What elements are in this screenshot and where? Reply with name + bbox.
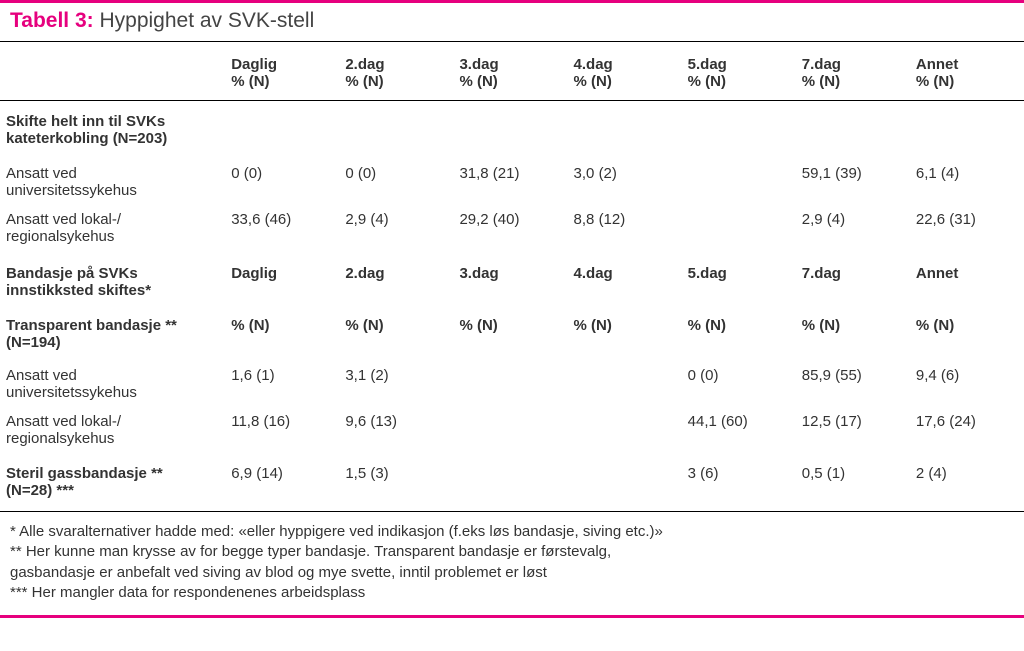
- section-a-label: Skifte helt inn til SVKs kateterkobling …: [0, 107, 225, 153]
- cell: 2,9 (4): [339, 205, 453, 251]
- cell: 11,8 (16): [225, 407, 339, 453]
- cell: 1,5 (3): [339, 459, 453, 512]
- cell: 3,0 (2): [568, 159, 682, 205]
- table-container: Tabell 3: Hyppighet av SVK-stell Daglig%…: [0, 0, 1024, 618]
- cell: 9,4 (6): [910, 361, 1024, 407]
- cell: [453, 459, 567, 512]
- col-header: 5.dag% (N): [682, 42, 796, 101]
- footnote: * Alle svaralternativer hadde med: «elle…: [10, 522, 1014, 542]
- row-label: Ansatt ved lokal-/regionalsykehus: [0, 205, 225, 251]
- cell: [682, 159, 796, 205]
- row-label: Steril gassbandasje **(N=28) ***: [0, 459, 225, 512]
- col-header: Annet% (N): [910, 42, 1024, 101]
- footnote: gasbandasje er anbefalt ved siving av bl…: [10, 563, 1014, 583]
- cell: 33,6 (46): [225, 205, 339, 251]
- cell: 0 (0): [225, 159, 339, 205]
- subheader-row: Bandasje på SVKsinnstikksted skiftes* Da…: [0, 251, 1024, 303]
- row-label: Ansatt ved lokal-/regionalsykehus: [0, 407, 225, 453]
- cell: 12,5 (17): [796, 407, 910, 453]
- col-header: 3.dag% (N): [453, 42, 567, 101]
- cell: 29,2 (40): [453, 205, 567, 251]
- cell: 0 (0): [682, 361, 796, 407]
- col-header: 4.dag% (N): [568, 42, 682, 101]
- row-label: Ansatt veduniversitetssykehus: [0, 159, 225, 205]
- col-header: 2.dag% (N): [339, 42, 453, 101]
- cell: 85,9 (55): [796, 361, 910, 407]
- data-table: Daglig% (N) 2.dag% (N) 3.dag% (N) 4.dag%…: [0, 42, 1024, 512]
- cell: 0 (0): [339, 159, 453, 205]
- footnotes: * Alle svaralternativer hadde med: «elle…: [0, 512, 1024, 615]
- cell: 1,6 (1): [225, 361, 339, 407]
- table-title-row: Tabell 3: Hyppighet av SVK-stell: [0, 3, 1024, 42]
- cell: 6,9 (14): [225, 459, 339, 512]
- cell: 31,8 (21): [453, 159, 567, 205]
- cell: 59,1 (39): [796, 159, 910, 205]
- subheader-label: Bandasje på SVKsinnstikksted skiftes*: [0, 251, 225, 303]
- cell: [568, 459, 682, 512]
- cell: 3 (6): [682, 459, 796, 512]
- subheader-label: Transparent bandasje **(N=194): [0, 303, 225, 355]
- cell: [568, 361, 682, 407]
- cell: 44,1 (60): [682, 407, 796, 453]
- cell: [453, 361, 567, 407]
- cell: [453, 407, 567, 453]
- col-header: 7.dag% (N): [796, 42, 910, 101]
- cell: 2,9 (4): [796, 205, 910, 251]
- cell: [568, 407, 682, 453]
- table-row: Ansatt veduniversitetssykehus 1,6 (1) 3,…: [0, 361, 1024, 407]
- subheader-row: Transparent bandasje **(N=194) % (N) % (…: [0, 303, 1024, 355]
- cell: 6,1 (4): [910, 159, 1024, 205]
- section-a-header: Skifte helt inn til SVKs kateterkobling …: [0, 107, 1024, 153]
- table-row: Ansatt ved lokal-/regionalsykehus 33,6 (…: [0, 205, 1024, 251]
- table-title-text: Hyppighet av SVK-stell: [99, 9, 314, 32]
- col-header: Daglig% (N): [225, 42, 339, 101]
- footnote: ** Her kunne man krysse av for begge typ…: [10, 542, 1014, 562]
- table-row: Ansatt ved lokal-/regionalsykehus 11,8 (…: [0, 407, 1024, 453]
- table-row: Steril gassbandasje **(N=28) *** 6,9 (14…: [0, 459, 1024, 512]
- cell: [682, 205, 796, 251]
- table-row: Ansatt veduniversitetssykehus 0 (0) 0 (0…: [0, 159, 1024, 205]
- cell: 22,6 (31): [910, 205, 1024, 251]
- cell: 9,6 (13): [339, 407, 453, 453]
- cell: 2 (4): [910, 459, 1024, 512]
- cell: 8,8 (12): [568, 205, 682, 251]
- table-title-label: Tabell 3:: [10, 9, 94, 32]
- cell: 17,6 (24): [910, 407, 1024, 453]
- header-row: Daglig% (N) 2.dag% (N) 3.dag% (N) 4.dag%…: [0, 42, 1024, 101]
- footnote: *** Her mangler data for respondenenes a…: [10, 583, 1014, 603]
- row-label: Ansatt veduniversitetssykehus: [0, 361, 225, 407]
- cell: 0,5 (1): [796, 459, 910, 512]
- cell: 3,1 (2): [339, 361, 453, 407]
